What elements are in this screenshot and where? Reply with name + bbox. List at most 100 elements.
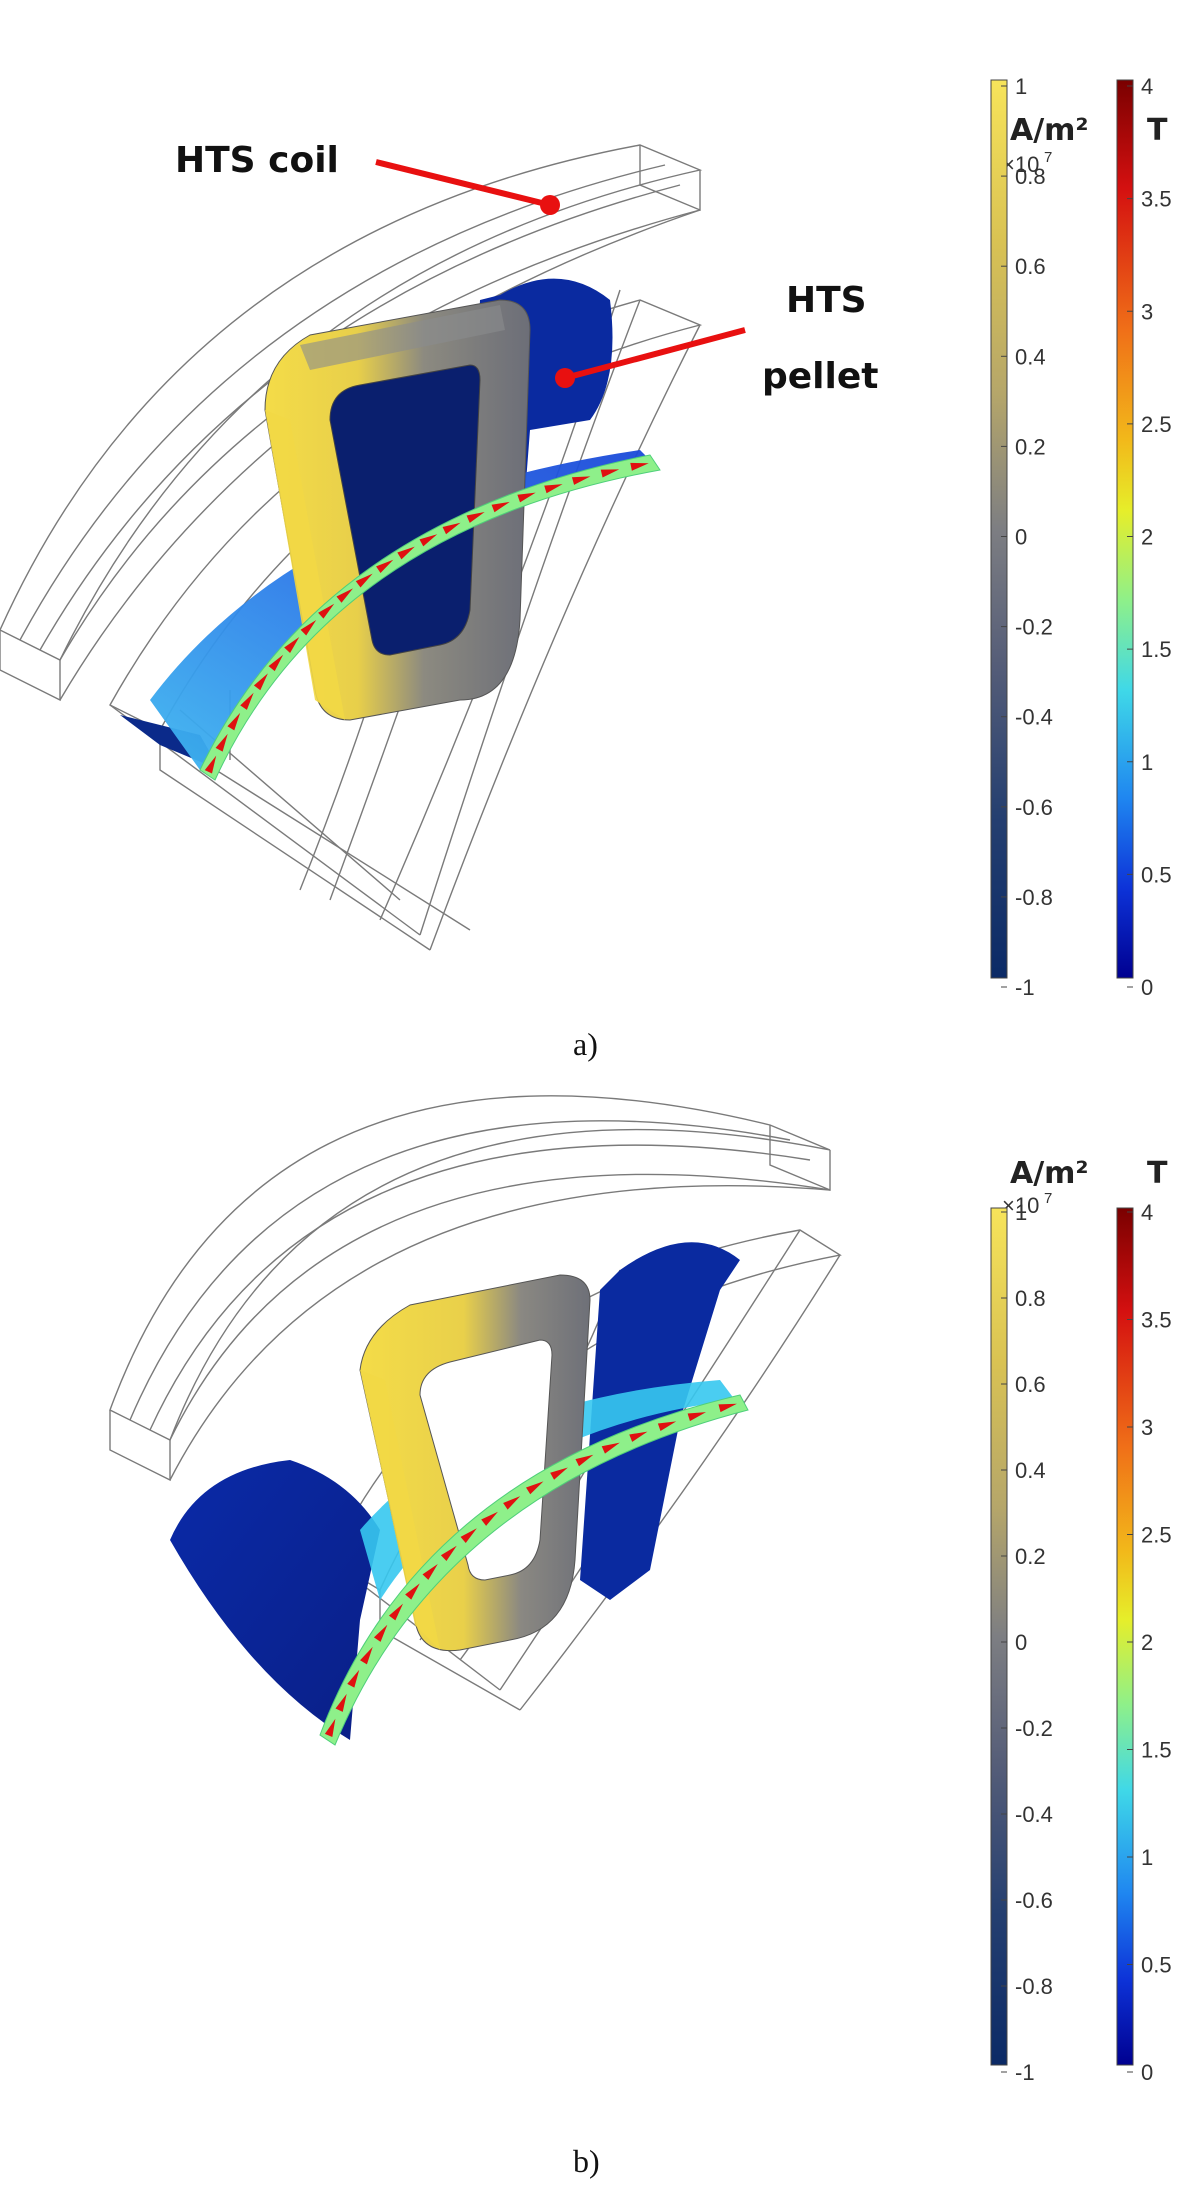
leader-coil [375, 159, 551, 208]
field-arrow [544, 484, 563, 494]
field-arrow [376, 559, 394, 574]
field-arrow [630, 462, 649, 471]
field-arrow [300, 619, 317, 636]
colorbar-a-tick-label: 1 [1015, 74, 1027, 99]
field-arrows [204, 462, 649, 774]
field-arrow [503, 1496, 521, 1510]
colorbar-unit: A/m² [1010, 113, 1089, 148]
colorbar-a-tick-label: 0.2 [1015, 434, 1046, 459]
field-arrow [215, 733, 228, 752]
colorbar-a-tick-label: 0.8 [1015, 164, 1046, 189]
leader-pellet-dot [555, 368, 575, 388]
field-arrow [284, 636, 300, 653]
field-strip [199, 454, 661, 781]
field-arrow [491, 501, 510, 513]
colorbar-gradient [1116, 1207, 1134, 2066]
colorbar-t-tick-label: 3 [1141, 1415, 1153, 1440]
hts-coil [359, 1274, 591, 1652]
field-arrow [687, 1412, 707, 1422]
field-arrow [397, 546, 415, 560]
field-arrow [268, 654, 284, 672]
colorbar-t-tick-label: 0.5 [1141, 1953, 1172, 1978]
panel-label-b: b) [573, 2143, 600, 2179]
field-arrow [240, 692, 254, 710]
colorbar-a-tick-label: 0.4 [1015, 1458, 1046, 1483]
colorbar-gradient [1116, 79, 1134, 979]
colorbar-a-tick-label: -0.4 [1015, 1802, 1053, 1827]
colorbar-t-tick-label: 0 [1141, 2060, 1153, 2085]
field-arrow [526, 1481, 544, 1495]
colorbar-t-tick-label: 1.5 [1141, 637, 1172, 662]
colorbar-a-tick-label: 0.4 [1015, 344, 1046, 369]
colorbar-multiplier-exp: 7 [1044, 149, 1052, 166]
field-arrow [355, 573, 373, 588]
colorbar-flux-density: T 4 3.5 3 2.5 2 1.5 1 0.5 0 [1116, 1156, 1172, 2085]
colorbar-a-tick-label: -0.2 [1015, 615, 1053, 640]
field-arrow [336, 588, 353, 603]
colorbar-a-tick-label: -0.8 [1015, 1974, 1053, 1999]
field-arrow [550, 1467, 568, 1480]
colorbar-a-tick-label: -0.4 [1015, 705, 1053, 730]
colorbar-t-tick-label: 0 [1141, 975, 1153, 1000]
colorbar-unit: T [1147, 113, 1168, 148]
colorbar-t-tick-label: 2.5 [1141, 412, 1172, 437]
field-arrow [405, 1583, 420, 1600]
colorbar-a-tick-label: 0 [1015, 525, 1027, 550]
colorbar-t-tick-label: 2.5 [1141, 1523, 1172, 1548]
colorbar-a-tick-label: -0.6 [1015, 1888, 1053, 1913]
field-arrow [204, 755, 217, 774]
field-arrow [440, 1545, 457, 1562]
colorbar-a-tick-label: -0.6 [1015, 795, 1053, 820]
field-arrow [318, 603, 335, 619]
colorbar-a-tick-label: -1 [1015, 975, 1035, 1000]
panel-a: HTS coil HTS pellet A/m² ×10 7 1 0.8 0.6 0.… [0, 74, 1172, 1062]
colorbar-multiplier: ×10 [1002, 1193, 1039, 1218]
colorbar-t-tick-label: 2 [1141, 1630, 1153, 1655]
colorbar-a-tick-label: 0 [1015, 1630, 1027, 1655]
colorbar-t-tick-label: 1 [1141, 750, 1153, 775]
field-arrow [718, 1403, 737, 1413]
colorbar-a-tick-label: -0.8 [1015, 885, 1053, 910]
colorbar-t-tick-label: 4 [1141, 1200, 1153, 1225]
field-strip [319, 1394, 749, 1746]
leader-coil-dot [540, 195, 560, 215]
label-hts: HTS [786, 280, 867, 321]
colorbar-unit: T [1147, 1156, 1168, 1191]
field-arrow [253, 673, 268, 691]
field-arrow [347, 1669, 360, 1688]
field-arrow [466, 511, 485, 523]
field-arrow [601, 1442, 620, 1454]
field-arrow [460, 1528, 477, 1543]
field-arrow [360, 1646, 373, 1665]
colorbar-gradient [990, 79, 1008, 979]
colorbar-a-tick-label: 0.6 [1015, 1372, 1046, 1397]
colorbar-a-tick-label: 0.6 [1015, 254, 1046, 279]
colorbar-t-tick-label: 4 [1141, 74, 1153, 99]
field-arrow [442, 522, 461, 535]
field-arrow [575, 1454, 594, 1467]
colorbar-a-tick-label: 0.8 [1015, 1286, 1046, 1311]
colorbar-multiplier-exp: 7 [1044, 1190, 1052, 1207]
colorbar-a-tick-label: 0.2 [1015, 1544, 1046, 1569]
field-arrow [422, 1564, 438, 1580]
field-arrow [481, 1511, 498, 1526]
field-arrow [600, 469, 620, 478]
field-arrow [373, 1624, 388, 1642]
field-arrow [388, 1603, 404, 1621]
colorbar-unit: A/m² [1010, 1156, 1089, 1191]
label-hts-coil: HTS coil [175, 140, 339, 181]
field-arrow [571, 476, 591, 485]
panel-b: A/m² ×10 7 1 0.8 0.6 0.4 0.2 0 -0.2 -0.4 -0.6 -0.… [109, 1095, 1172, 2179]
colorbar-t-tick-label: 1.5 [1141, 1738, 1172, 1763]
colorbar-a-tick-label: -0.2 [1015, 1716, 1053, 1741]
colorbar-current-density: A/m² ×10 7 1 0.8 0.6 0.4 0.2 0 -0.2 -0.4 -0.6 -0.… [990, 74, 1089, 1000]
label-pellet: pellet [762, 356, 879, 397]
field-arrow [657, 1421, 677, 1432]
colorbar-a-tick-label: -1 [1015, 2060, 1035, 2085]
colorbar-t-tick-label: 3 [1141, 299, 1153, 324]
field-arrows [324, 1403, 737, 1737]
colorbar-a-tick-label: 1 [1015, 1200, 1027, 1225]
colorbar-flux-density: T 4 3.5 3 2.5 2 1.5 1 0.5 0 [1116, 74, 1172, 1000]
colorbar-gradient [990, 1207, 1008, 2066]
